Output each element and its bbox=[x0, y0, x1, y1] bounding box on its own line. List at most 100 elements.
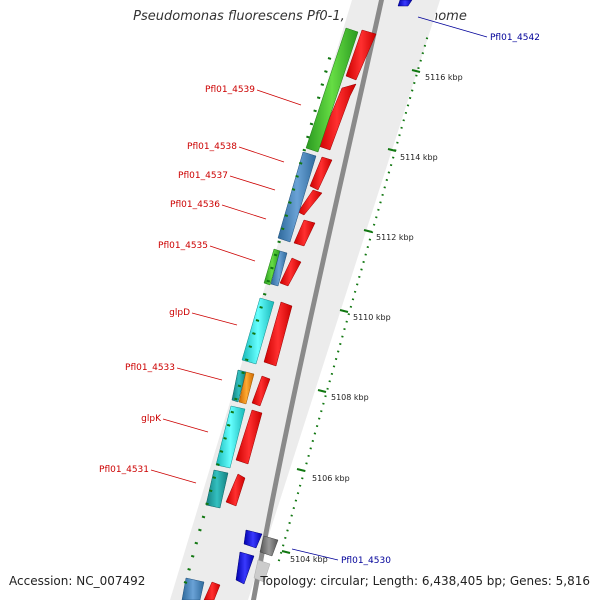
gene-green[interactable] bbox=[305, 27, 359, 153]
cds-arrow[interactable] bbox=[225, 473, 246, 507]
gene-orange[interactable] bbox=[238, 371, 255, 405]
tick-mark bbox=[248, 345, 253, 349]
tick-mark bbox=[309, 447, 312, 450]
tick-mark-major bbox=[296, 468, 306, 472]
tick-mark bbox=[241, 371, 245, 375]
tick-mark bbox=[302, 148, 307, 152]
gene-label[interactable]: Pfl01_4530 bbox=[341, 556, 391, 566]
cds-arrow[interactable] bbox=[235, 409, 263, 465]
gene-label[interactable]: Pfl01_4533 bbox=[125, 363, 175, 373]
tick-mark bbox=[279, 551, 283, 554]
tick-mark bbox=[336, 350, 340, 353]
tick-mark bbox=[385, 178, 389, 182]
tick-label: 5112 kbp bbox=[376, 233, 414, 242]
tick-mark bbox=[234, 397, 238, 401]
genome-backbone bbox=[251, 0, 384, 600]
gene-label[interactable]: Pfl01_4542 bbox=[490, 33, 540, 43]
label-leader bbox=[229, 175, 276, 191]
tick-label: 5114 kbp bbox=[400, 153, 438, 162]
right-gene-labels: Pfl01_4542 Pfl01_4530 bbox=[291, 16, 540, 566]
gene-label[interactable]: glpD bbox=[169, 308, 190, 318]
tick-mark bbox=[216, 463, 220, 466]
gene-label[interactable]: Pfl01_4538 bbox=[187, 142, 237, 152]
tick-label: 5106 kbp bbox=[312, 474, 350, 483]
cds-arrow[interactable] bbox=[297, 189, 323, 216]
cds-arrow[interactable] bbox=[203, 581, 221, 600]
tick-mark bbox=[372, 223, 376, 226]
cds-arrow[interactable] bbox=[345, 29, 377, 81]
label-leader bbox=[176, 367, 223, 381]
tick-mark bbox=[417, 67, 420, 70]
accession-text: Accession: NC_007492 bbox=[9, 574, 146, 588]
tick-mark bbox=[296, 492, 300, 495]
tick-mark bbox=[281, 544, 285, 547]
cds-arrow[interactable] bbox=[263, 301, 293, 367]
tick-mark bbox=[307, 454, 310, 457]
gene-grey[interactable] bbox=[259, 535, 279, 557]
tick-mark bbox=[320, 410, 323, 413]
tick-mark bbox=[339, 342, 342, 346]
gene-label[interactable]: Pfl01_4536 bbox=[170, 200, 220, 210]
label-leader bbox=[417, 16, 488, 38]
tick-mark bbox=[223, 436, 227, 440]
label-leader bbox=[238, 146, 285, 163]
tick-mark-major bbox=[281, 550, 291, 554]
label-leader bbox=[291, 548, 339, 561]
tick-mark bbox=[237, 384, 242, 388]
gene-green[interactable] bbox=[263, 248, 281, 286]
tick-mark bbox=[298, 484, 302, 487]
tick-mark bbox=[190, 554, 195, 558]
gene-blue[interactable] bbox=[235, 551, 255, 585]
cds-arrow[interactable] bbox=[251, 375, 271, 407]
tick-mark bbox=[286, 529, 289, 532]
gene-grey[interactable] bbox=[253, 559, 271, 583]
tick-mark bbox=[332, 365, 336, 368]
cds-arrow[interactable] bbox=[309, 156, 333, 191]
tick-mark bbox=[360, 268, 363, 271]
gene-blue[interactable] bbox=[243, 529, 263, 549]
tick-mark bbox=[230, 410, 235, 414]
tick-mark bbox=[295, 174, 299, 178]
cds-arrow[interactable] bbox=[293, 219, 316, 247]
topology-text: Topology: circular; Length: 6,438,405 bp… bbox=[260, 574, 590, 588]
gene-cyan[interactable] bbox=[215, 405, 246, 469]
gene-steelblue[interactable] bbox=[277, 151, 317, 243]
tick-mark bbox=[415, 74, 418, 77]
tick-mark bbox=[183, 581, 188, 584]
tick-mark bbox=[326, 387, 329, 390]
tick-mark bbox=[349, 305, 353, 308]
tick-mark bbox=[383, 186, 386, 189]
tick-mark bbox=[320, 83, 325, 87]
tick-mark bbox=[408, 96, 412, 100]
tick-mark bbox=[353, 290, 357, 293]
gene-label[interactable]: Pfl01_4539 bbox=[205, 85, 255, 95]
gene-label[interactable]: glpK bbox=[141, 414, 162, 424]
tick-mark-major bbox=[387, 148, 397, 152]
tick-mark bbox=[423, 44, 427, 47]
tick-mark bbox=[284, 536, 287, 539]
gene-label[interactable]: Pfl01_4535 bbox=[158, 241, 208, 251]
tick-mark bbox=[292, 507, 296, 510]
tick-mark bbox=[219, 450, 224, 453]
tick-mark bbox=[396, 141, 399, 144]
tick-mark bbox=[306, 135, 310, 139]
tick-mark bbox=[198, 528, 202, 532]
gene-label[interactable]: Pfl01_4537 bbox=[178, 171, 228, 181]
gene-blue[interactable] bbox=[397, 0, 413, 7]
tick-mark bbox=[187, 567, 191, 571]
tick-mark bbox=[273, 253, 278, 257]
tick-mark bbox=[284, 214, 289, 218]
tick-label: 5108 kbp bbox=[331, 393, 369, 402]
tick-mark bbox=[324, 395, 327, 398]
gene-steelblue[interactable] bbox=[181, 577, 205, 600]
tick-mark bbox=[226, 423, 231, 427]
tick-mark bbox=[400, 126, 403, 129]
cds-arrow[interactable] bbox=[279, 257, 302, 287]
tick-mark bbox=[277, 240, 281, 244]
tick-mark bbox=[311, 439, 315, 443]
tick-mark bbox=[201, 515, 206, 519]
gene-steelblue[interactable] bbox=[270, 250, 288, 287]
gene-teal[interactable] bbox=[205, 469, 229, 509]
tick-mark bbox=[324, 70, 328, 73]
gene-label[interactable]: Pfl01_4531 bbox=[99, 465, 149, 475]
